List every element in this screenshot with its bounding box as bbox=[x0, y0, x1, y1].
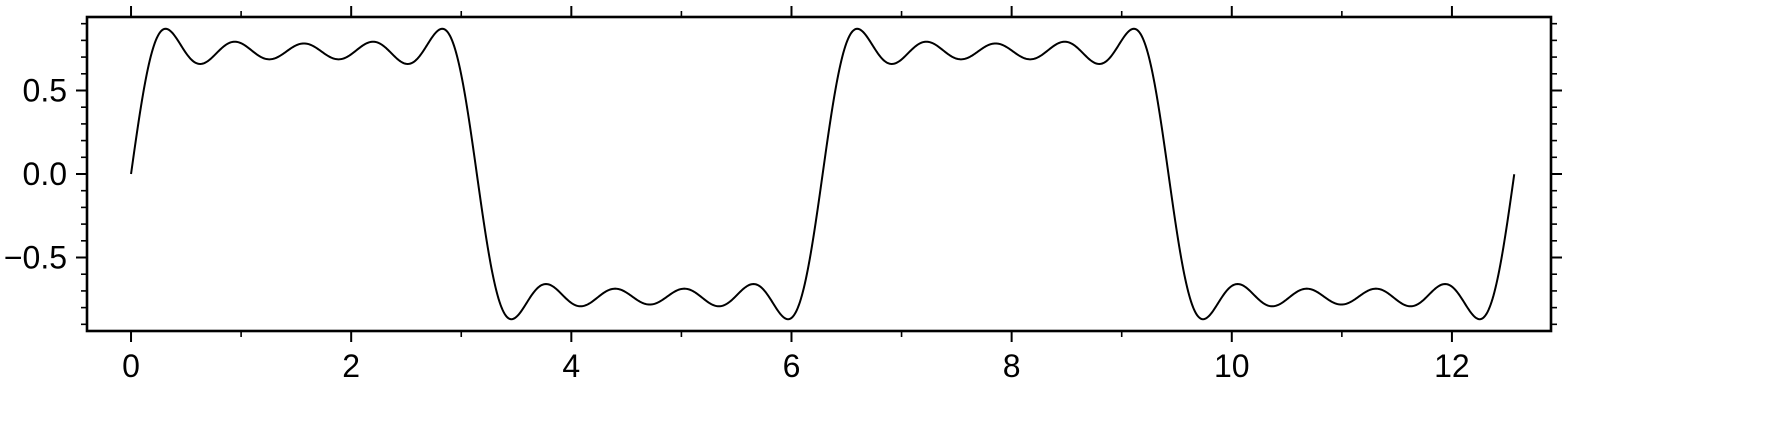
x-tick-label: 4 bbox=[562, 348, 580, 384]
plot-frame bbox=[85, 15, 1553, 333]
x-tick-label: 6 bbox=[783, 348, 801, 384]
x-tick-label: 10 bbox=[1214, 348, 1250, 384]
minor-ticks bbox=[81, 11, 1557, 337]
x-tick-label: 8 bbox=[1003, 348, 1021, 384]
x-tick-label: 0 bbox=[122, 348, 140, 384]
x-tick-label: 2 bbox=[342, 348, 360, 384]
series-line bbox=[130, 27, 1516, 321]
y-tick-label: −0.5 bbox=[4, 240, 67, 276]
y-tick-labels: −0.5 0.0 0.5 bbox=[4, 72, 67, 275]
y-tick-label: 0.0 bbox=[23, 156, 67, 192]
x-tick-labels: 0 2 4 6 8 10 12 bbox=[122, 348, 1470, 384]
y-tick-label: 0.5 bbox=[23, 72, 67, 108]
x-tick-label: 12 bbox=[1434, 348, 1470, 384]
major-ticks bbox=[76, 6, 1562, 342]
